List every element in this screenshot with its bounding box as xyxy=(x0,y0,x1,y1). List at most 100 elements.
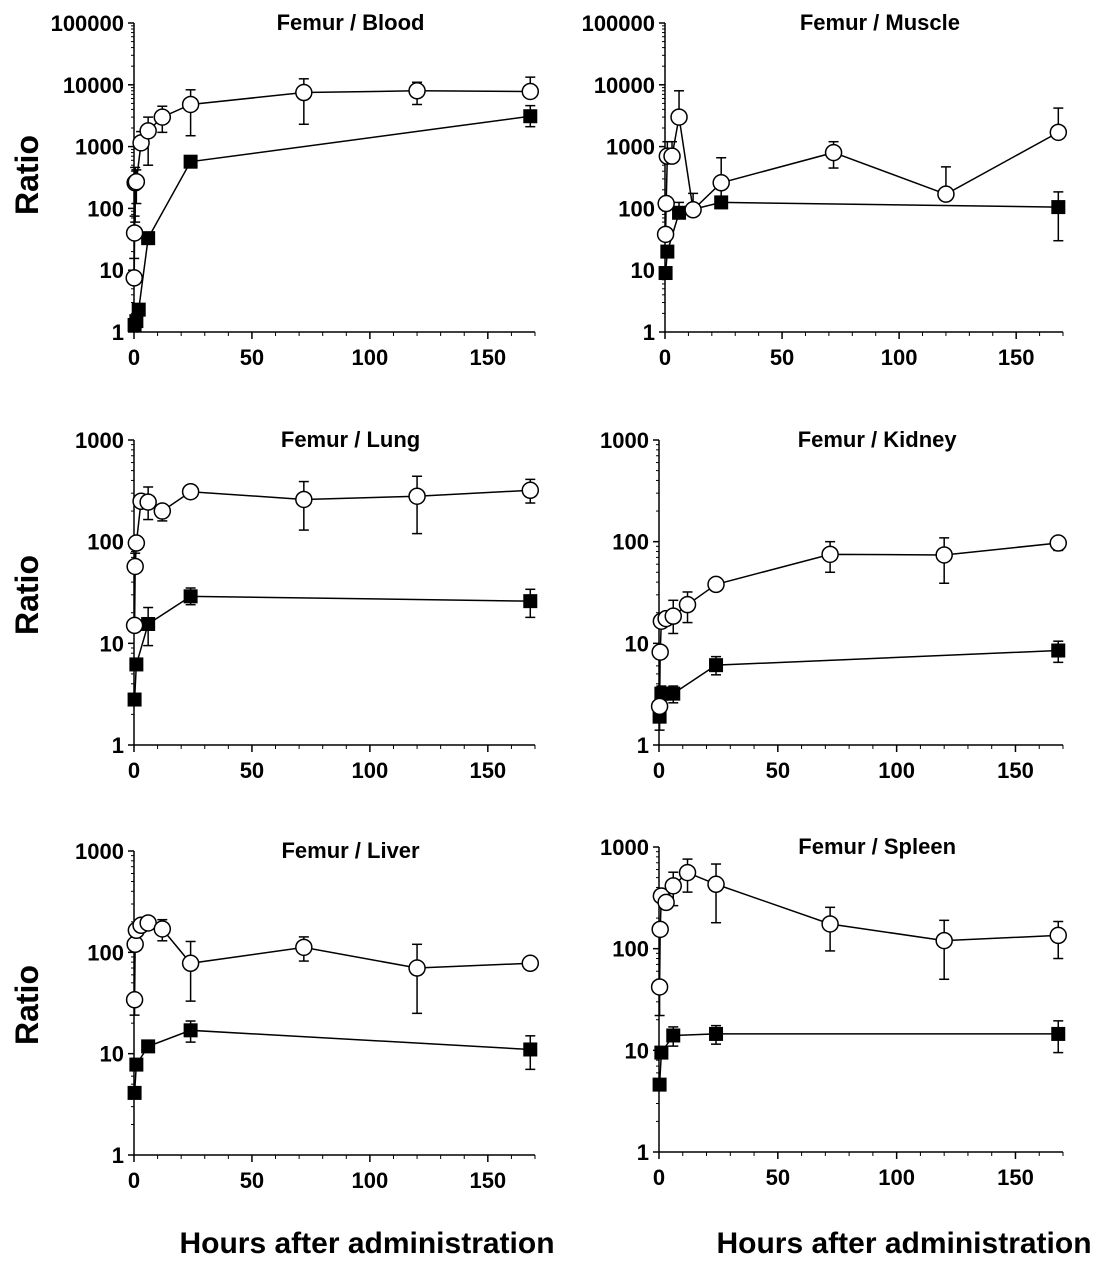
x-tick-label: 150 xyxy=(997,758,1034,783)
data-point-circle xyxy=(708,576,724,592)
data-point-circle xyxy=(652,921,668,937)
data-point-square xyxy=(523,594,537,608)
x-tick-label: 50 xyxy=(766,758,790,783)
y-tick-label: 100000 xyxy=(51,11,124,36)
data-point-circle xyxy=(127,558,143,574)
data-point-circle xyxy=(685,202,701,218)
y-axis-title-row2: Ratio xyxy=(9,555,45,635)
data-point-circle xyxy=(652,979,668,995)
x-tick-label: 50 xyxy=(240,1168,264,1193)
x-tick-label: 100 xyxy=(352,758,389,783)
y-tick-label: 1000 xyxy=(75,135,124,160)
data-point-circle xyxy=(409,83,425,99)
data-point-square xyxy=(709,658,723,672)
data-point-circle xyxy=(708,876,724,892)
data-point-square xyxy=(672,206,686,220)
y-tick-label: 10 xyxy=(100,258,124,283)
data-point-circle xyxy=(936,547,952,563)
y-tick-label: 10000 xyxy=(63,73,124,98)
panel-title: Femur / Muscle xyxy=(800,10,960,35)
x-tick-label: 100 xyxy=(878,1165,915,1190)
data-point-square xyxy=(184,589,198,603)
data-point-circle xyxy=(936,933,952,949)
data-point-circle xyxy=(296,491,312,507)
data-point-square xyxy=(129,657,143,671)
y-tick-label: 1 xyxy=(112,320,124,345)
data-point-circle xyxy=(665,878,681,894)
data-point-square xyxy=(129,1058,143,1072)
x-tick-label: 150 xyxy=(469,345,506,370)
data-point-circle xyxy=(183,955,199,971)
series-open-circle xyxy=(652,535,1067,714)
data-point-circle xyxy=(826,145,842,161)
series-line xyxy=(660,543,1059,706)
data-point-circle xyxy=(154,503,170,519)
data-point-circle xyxy=(652,698,668,714)
panel-title: Femur / Spleen xyxy=(798,834,956,859)
series-filled-square xyxy=(653,1021,1066,1092)
data-point-circle xyxy=(127,225,143,241)
x-tick-label: 150 xyxy=(469,1168,506,1193)
y-tick-label: 10 xyxy=(631,258,655,283)
data-point-square xyxy=(714,195,728,209)
panel-3: 1 10 100 1000 0 50 100 150 Femur / Lung xyxy=(75,427,538,783)
data-point-circle xyxy=(127,992,143,1008)
data-point-circle xyxy=(822,916,838,932)
y-tick-label: 1 xyxy=(637,733,649,758)
panel-title: Femur / Liver xyxy=(281,838,420,863)
data-point-circle xyxy=(154,109,170,125)
data-point-circle xyxy=(665,608,681,624)
data-point-square xyxy=(184,155,198,169)
data-point-square xyxy=(128,1086,142,1100)
y-tick-label: 1000 xyxy=(606,135,655,160)
data-point-circle xyxy=(1050,124,1066,140)
x-tick-label: 50 xyxy=(770,345,794,370)
x-tick-label: 0 xyxy=(128,758,140,783)
y-tick-label: 100 xyxy=(87,940,124,965)
series-filled-square xyxy=(128,588,538,707)
data-point-square xyxy=(659,266,673,280)
data-point-square xyxy=(1051,644,1065,658)
x-tick-label: 0 xyxy=(659,345,671,370)
series-filled-square xyxy=(653,641,1066,730)
panel-title: Femur / Lung xyxy=(281,427,420,452)
data-point-circle xyxy=(1050,535,1066,551)
data-point-circle xyxy=(680,865,696,881)
x-tick-label: 150 xyxy=(998,345,1035,370)
y-tick-label: 1000 xyxy=(600,428,649,453)
x-tick-label: 0 xyxy=(128,345,140,370)
data-point-square xyxy=(184,1023,198,1037)
data-point-circle xyxy=(296,85,312,101)
data-point-circle xyxy=(140,494,156,510)
data-point-circle xyxy=(140,123,156,139)
series-filled-square xyxy=(128,1021,538,1100)
data-point-circle xyxy=(713,175,729,191)
y-tick-label: 10 xyxy=(100,631,124,656)
series-line xyxy=(135,1030,531,1093)
series-open-circle xyxy=(652,859,1067,1015)
x-axis-title-right: Hours after administration xyxy=(716,1227,1091,1260)
y-tick-label: 100 xyxy=(87,196,124,221)
x-tick-label: 0 xyxy=(653,758,665,783)
y-tick-label: 1000 xyxy=(75,428,124,453)
x-tick-label: 50 xyxy=(240,345,264,370)
data-point-square xyxy=(141,1039,155,1053)
series-open-circle xyxy=(658,91,1067,243)
x-tick-label: 100 xyxy=(881,345,918,370)
data-point-square xyxy=(709,1027,723,1041)
data-point-circle xyxy=(154,921,170,937)
data-point-circle xyxy=(409,960,425,976)
series-filled-square xyxy=(128,106,538,332)
x-tick-label: 50 xyxy=(766,1165,790,1190)
y-tick-label: 100 xyxy=(87,530,124,555)
data-point-circle xyxy=(409,488,425,504)
x-tick-label: 0 xyxy=(128,1168,140,1193)
data-point-square xyxy=(523,109,537,123)
series-line xyxy=(660,1034,1059,1085)
data-point-circle xyxy=(658,226,674,242)
y-tick-label: 100 xyxy=(618,196,655,221)
series-line xyxy=(666,202,1059,273)
x-tick-label: 100 xyxy=(352,345,389,370)
data-point-circle xyxy=(680,597,696,613)
